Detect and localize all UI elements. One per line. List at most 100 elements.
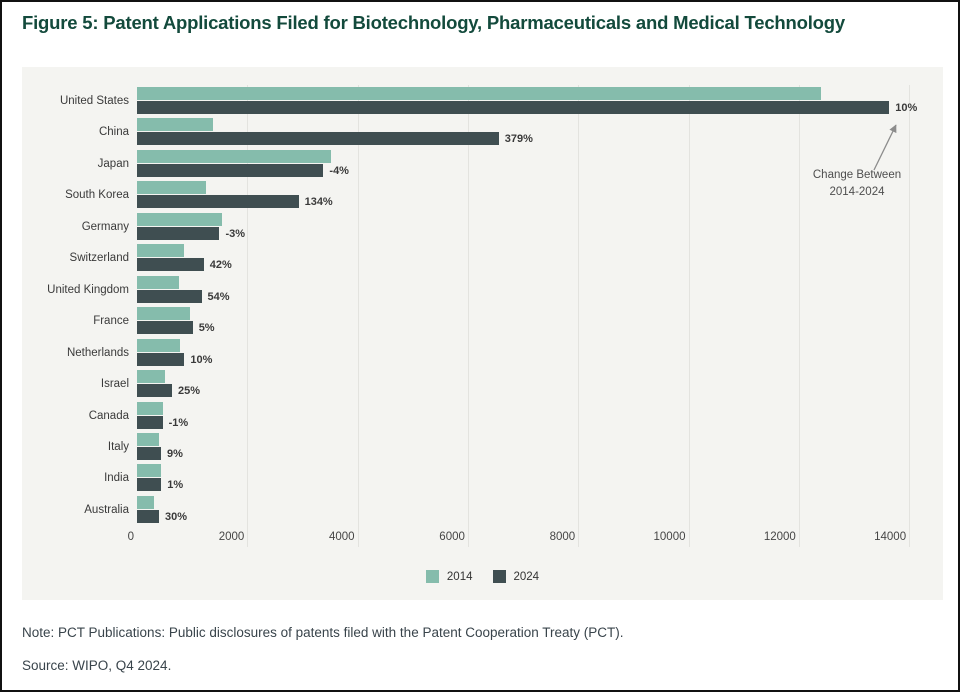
change-label: 134% <box>304 196 333 209</box>
change-label: 9% <box>166 447 183 460</box>
legend-item: 2014 <box>425 570 473 583</box>
annotation-line2: 2014-2024 <box>829 186 885 198</box>
country-row: United States 10% <box>22 87 943 115</box>
bar-2024 <box>137 446 161 460</box>
bar-2014 <box>137 338 181 352</box>
bar-2024 <box>137 163 324 177</box>
country-label: Italy <box>107 440 129 453</box>
country-label: Germany <box>81 220 129 233</box>
change-label: 379% <box>504 133 533 146</box>
country-row: India 1% <box>22 464 943 492</box>
country-label: United Kingdom <box>47 283 129 296</box>
bar-2014 <box>137 307 190 321</box>
legend-label: 2014 <box>446 570 473 583</box>
country-label: Switzerland <box>69 252 129 265</box>
country-row: Switzerland 42% <box>22 244 943 272</box>
x-tick-label: 12000 <box>763 531 796 543</box>
bar-2024 <box>137 289 202 303</box>
country-row: Canada -1% <box>22 401 943 430</box>
annotation-arrow-icon <box>873 124 897 171</box>
bar-2024 <box>137 258 204 272</box>
bar-2024 <box>137 226 220 240</box>
bar-2014 <box>137 275 179 289</box>
country-label: France <box>93 315 129 328</box>
x-tick-label: 6000 <box>439 531 465 543</box>
change-label: 1% <box>167 479 184 492</box>
change-label: -1% <box>168 416 189 429</box>
country-label: India <box>104 472 129 485</box>
country-label: Japan <box>97 157 129 170</box>
legend: 2014 2024 <box>22 570 943 583</box>
legend-label: 2024 <box>513 570 540 583</box>
bar-2014 <box>137 464 161 478</box>
gridline <box>798 85 800 547</box>
country-label: Canada <box>88 409 129 422</box>
bar-2024 <box>137 132 499 146</box>
x-tick-label: 0 <box>127 531 134 543</box>
legend-item: 2024 <box>492 570 540 583</box>
annotation: Change Between 2014-2024 <box>767 167 947 201</box>
country-label: Australia <box>84 503 129 516</box>
note-text: Note: PCT Publications: Public disclosur… <box>22 625 624 640</box>
country-row: China 379% <box>22 118 943 146</box>
annotation-line1: Change Between <box>812 169 902 181</box>
bar-2024 <box>137 509 160 523</box>
gridline <box>688 85 690 547</box>
gridline <box>909 85 911 547</box>
x-tick-label: 2000 <box>218 531 245 543</box>
bar-2024 <box>137 352 185 366</box>
bar-2014 <box>137 432 160 446</box>
bar-2024 <box>137 384 173 398</box>
figure-title: Figure 5: Patent Applications Filed for … <box>22 12 845 33</box>
change-label: 54% <box>207 290 230 303</box>
x-tick-label: 10000 <box>653 531 686 543</box>
bar-2024 <box>137 321 193 335</box>
change-label: 25% <box>178 385 201 398</box>
change-label: 30% <box>165 510 188 523</box>
source-text: Source: WIPO, Q4 2024. <box>22 658 172 673</box>
country-label: United States <box>59 95 129 107</box>
gridline <box>578 85 580 547</box>
bar-2014 <box>137 244 184 258</box>
bar-2024 <box>137 101 890 114</box>
x-tick-label: 14000 <box>874 531 907 543</box>
chart-panel: 0 2000 4000 6000 8000 10000 12000 14000 United … <box>22 67 943 600</box>
country-label: Israel <box>100 378 129 391</box>
bar-2014 <box>137 87 821 100</box>
change-label: -3% <box>225 227 245 240</box>
country-row: Netherlands 10% <box>22 338 943 367</box>
change-label: 42% <box>209 259 232 272</box>
bar-2014 <box>137 118 213 132</box>
bar-2014 <box>137 181 206 195</box>
gridline <box>467 85 469 547</box>
bar-2014 <box>137 401 163 415</box>
change-label: 10% <box>895 102 918 114</box>
country-label: Netherlands <box>66 346 129 359</box>
bar-2014 <box>137 495 155 509</box>
change-label: -4% <box>329 164 349 177</box>
gridline <box>357 85 359 547</box>
legend-swatch-icon <box>492 570 506 583</box>
bar-2024 <box>137 415 163 429</box>
country-row: Germany -3% <box>22 212 943 241</box>
legend-swatch-icon <box>425 570 439 583</box>
x-tick-label: 4000 <box>329 531 355 543</box>
country-row: France 5% <box>22 307 943 335</box>
change-label: 10% <box>190 353 213 366</box>
bar-2014 <box>137 149 332 163</box>
country-row: Italy 9% <box>22 432 943 461</box>
country-row: Australia 30% <box>22 495 943 524</box>
country-row: South Korea 134% <box>22 181 943 209</box>
x-tick-label: 8000 <box>549 531 576 543</box>
country-label: South Korea <box>65 189 129 202</box>
bar-2024 <box>137 478 162 492</box>
country-row: United Kingdom 54% <box>22 275 943 304</box>
country-row: Israel 25% <box>22 370 943 398</box>
bar-2024 <box>137 195 299 209</box>
country-label: China <box>98 126 129 139</box>
country-row: Japan -4% <box>22 149 943 178</box>
gridline <box>247 85 249 547</box>
bar-2014 <box>137 370 166 384</box>
change-label: 5% <box>198 322 215 335</box>
